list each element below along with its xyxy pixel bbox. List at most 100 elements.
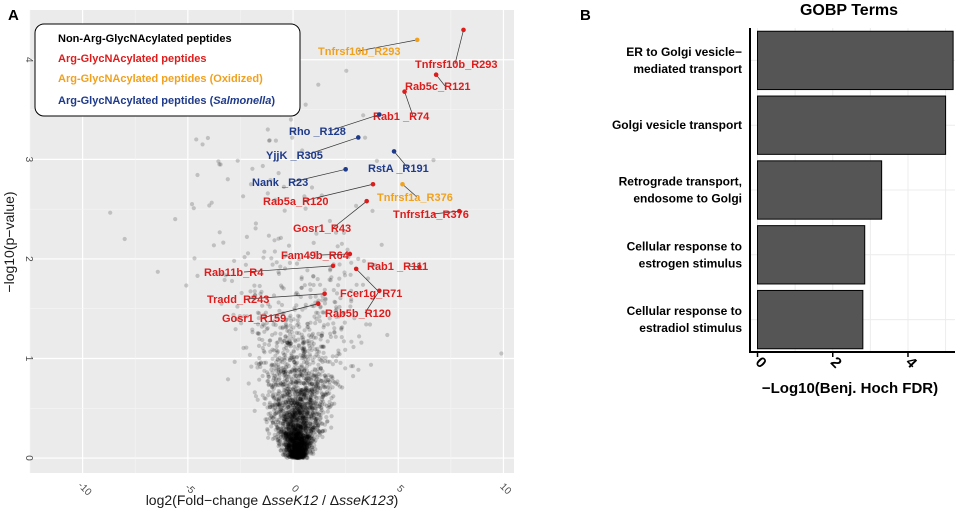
point — [299, 443, 304, 448]
point — [296, 435, 301, 440]
point — [299, 388, 304, 393]
point — [209, 200, 214, 205]
leader-line — [328, 114, 380, 132]
point — [319, 358, 324, 363]
point — [288, 313, 293, 318]
point — [270, 393, 275, 399]
point — [277, 426, 282, 431]
point — [282, 382, 288, 387]
point — [276, 398, 281, 403]
point — [295, 407, 300, 412]
point — [300, 418, 305, 423]
point — [302, 453, 307, 458]
point — [292, 398, 297, 403]
point — [319, 333, 324, 338]
point — [286, 400, 291, 405]
point — [296, 423, 301, 428]
point — [303, 442, 308, 447]
point — [264, 327, 269, 332]
point — [287, 343, 292, 348]
point — [297, 412, 302, 418]
point — [297, 455, 303, 461]
point — [293, 452, 298, 457]
point — [297, 453, 302, 458]
point — [286, 410, 291, 416]
point — [294, 419, 299, 424]
point — [294, 416, 299, 421]
point — [285, 434, 290, 439]
point — [281, 413, 286, 418]
point — [328, 266, 333, 272]
point — [299, 451, 304, 456]
point — [273, 407, 278, 412]
point — [318, 378, 323, 383]
point — [293, 442, 298, 447]
point — [294, 373, 299, 378]
point — [291, 453, 296, 459]
point — [293, 447, 298, 452]
point — [303, 371, 309, 376]
point — [267, 304, 273, 309]
point — [294, 415, 299, 420]
point — [314, 255, 319, 260]
point — [296, 418, 301, 423]
point — [300, 451, 305, 457]
point — [303, 401, 308, 406]
point — [302, 340, 307, 345]
point — [289, 437, 294, 442]
point — [311, 389, 316, 395]
point — [283, 433, 288, 439]
point — [309, 430, 314, 435]
point — [274, 376, 279, 381]
point — [315, 387, 320, 393]
point — [298, 429, 303, 434]
point — [296, 424, 301, 429]
point — [295, 430, 300, 435]
bar — [757, 289, 864, 350]
point — [300, 449, 305, 455]
point — [303, 403, 308, 408]
point — [286, 430, 291, 435]
point — [296, 378, 301, 383]
point — [284, 432, 289, 437]
point — [304, 385, 310, 390]
point — [269, 363, 274, 368]
point — [296, 409, 301, 414]
point — [302, 426, 307, 431]
point — [311, 274, 316, 279]
point — [284, 403, 289, 409]
point — [285, 445, 290, 450]
point — [292, 452, 297, 457]
point — [276, 369, 281, 374]
point — [334, 358, 339, 364]
point — [305, 407, 311, 412]
point — [289, 414, 294, 419]
point — [290, 435, 295, 440]
point — [298, 448, 303, 453]
point — [284, 345, 289, 350]
point — [301, 454, 306, 460]
point — [296, 455, 301, 460]
point — [310, 411, 315, 416]
point — [286, 442, 292, 447]
point — [299, 440, 305, 445]
point — [304, 411, 309, 416]
point — [281, 382, 286, 387]
point — [262, 360, 267, 365]
point — [349, 299, 354, 304]
point — [286, 374, 291, 379]
point — [304, 441, 309, 447]
point — [320, 359, 325, 364]
point — [303, 446, 308, 451]
point — [291, 451, 296, 456]
point — [286, 423, 291, 428]
point — [289, 449, 295, 454]
point — [298, 407, 303, 412]
point — [295, 453, 300, 458]
point — [314, 420, 319, 425]
point — [300, 412, 305, 417]
point — [301, 427, 306, 432]
point — [302, 439, 308, 444]
point — [309, 440, 314, 445]
point — [274, 402, 279, 407]
